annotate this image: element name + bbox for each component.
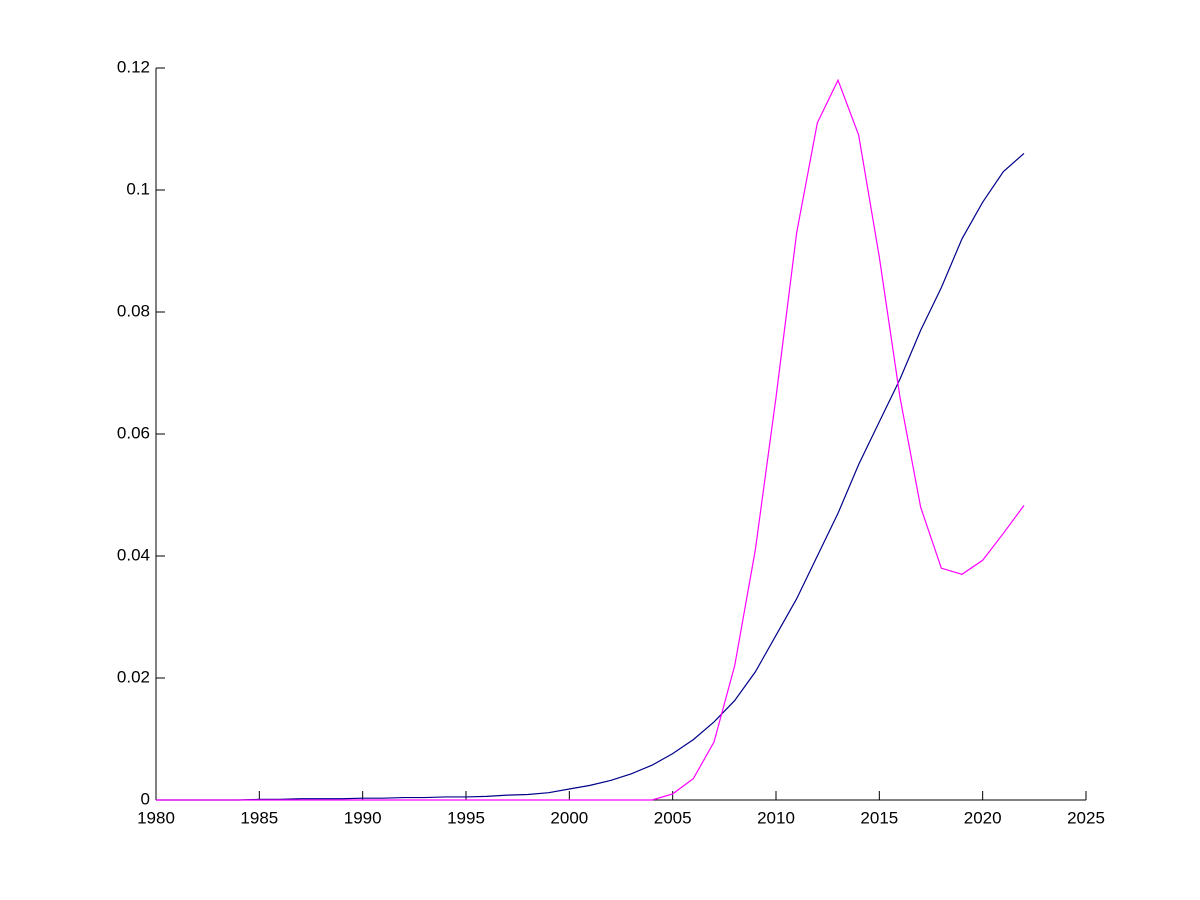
x-tick-label: 2015 [860, 808, 898, 827]
y-tick-label: 0.02 [117, 667, 150, 686]
x-tick-label: 1980 [137, 808, 175, 827]
x-tick-label: 1990 [344, 808, 382, 827]
y-tick-label: 0.08 [117, 301, 150, 320]
line-series [156, 152, 1025, 801]
x-tick-label: 1995 [447, 808, 485, 827]
line-series [156, 78, 1025, 801]
x-tick-label: 1985 [240, 808, 278, 827]
y-tick-label: 0.06 [117, 423, 150, 442]
x-tick-label: 2020 [964, 808, 1002, 827]
y-tick-label: 0.12 [117, 57, 150, 76]
x-tick-label: 2000 [550, 808, 588, 827]
x-tick-label: 2010 [757, 808, 795, 827]
x-tick-label: 2005 [654, 808, 692, 827]
y-tick-label: 0.04 [117, 545, 150, 564]
x-tick-label: 2025 [1067, 808, 1105, 827]
y-tick-label: 0 [141, 789, 150, 808]
y-tick-label: 0.1 [126, 179, 150, 198]
